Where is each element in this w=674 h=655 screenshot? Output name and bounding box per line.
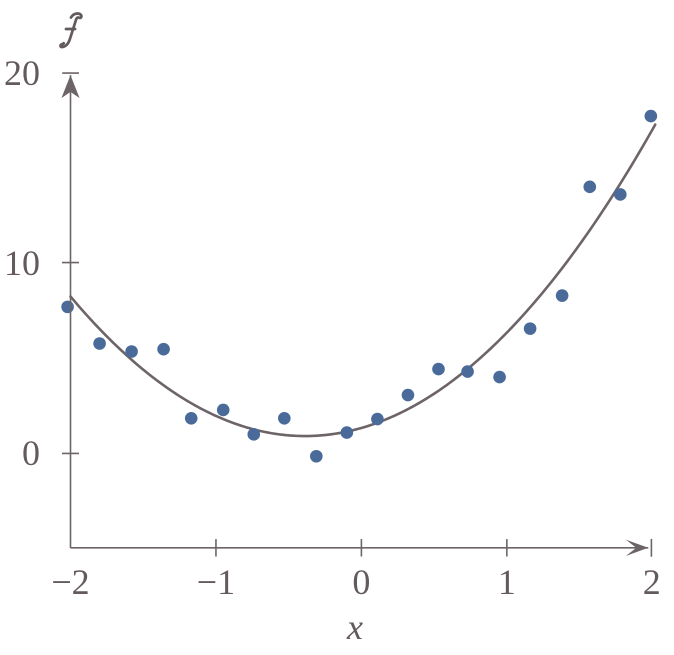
svg-text:2: 2 <box>643 562 661 602</box>
svg-text:0: 0 <box>352 562 370 602</box>
svg-text:20: 20 <box>4 53 40 93</box>
svg-text:−2: −2 <box>51 562 89 602</box>
svg-text:10: 10 <box>4 243 40 283</box>
svg-text:−1: −1 <box>197 562 235 602</box>
svg-text:1: 1 <box>498 562 516 602</box>
svg-text:0: 0 <box>22 433 40 473</box>
svg-text:x: x <box>346 607 363 647</box>
